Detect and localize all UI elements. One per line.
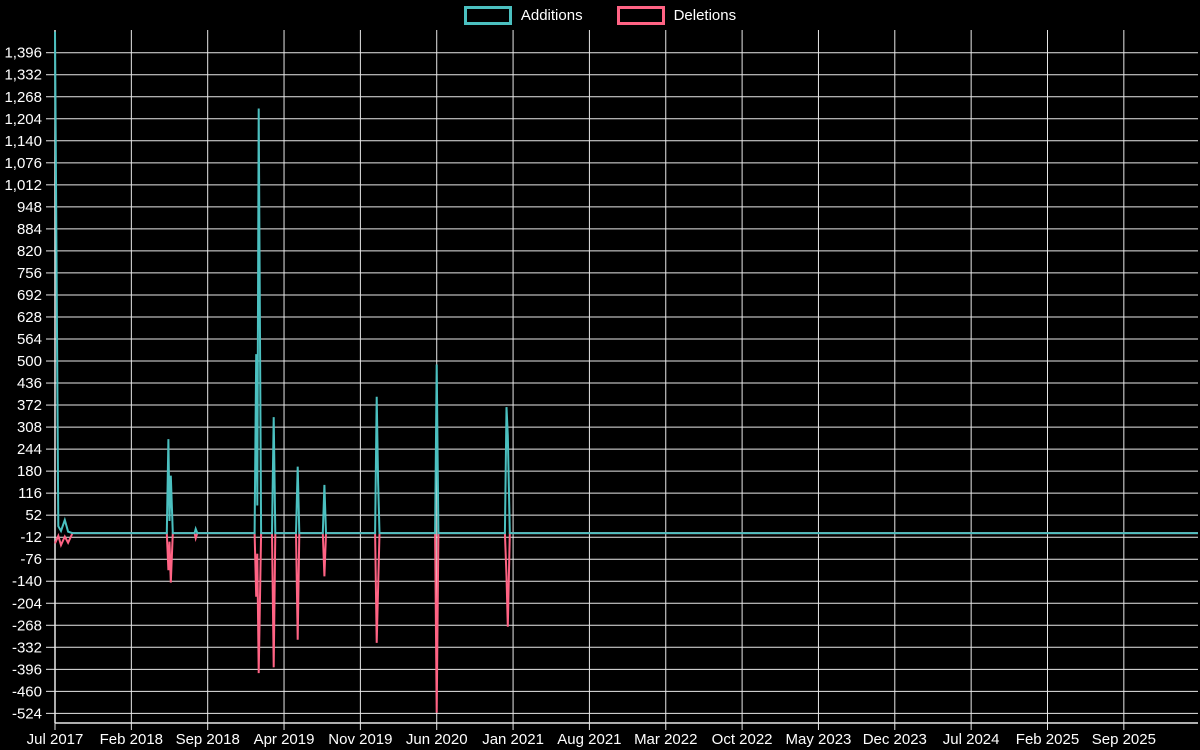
x-tick-label: Mar 2022 [634,731,697,748]
y-tick-label: 756 [17,265,42,282]
x-tick-label: Apr 2019 [254,731,315,748]
y-tick-label: -204 [12,595,42,612]
deletions-line[interactable] [54,532,1198,713]
y-tick-label: 52 [25,507,42,524]
x-tick-label: May 2023 [786,731,852,748]
x-tick-label: Nov 2019 [328,731,392,748]
y-tick-label: -268 [12,617,42,634]
x-tick-label: Oct 2022 [712,731,773,748]
y-tick-label: 116 [18,485,42,502]
y-tick-label: 308 [17,419,42,436]
y-tick-label: -12 [20,529,42,546]
legend-item-deletions[interactable]: Deletions [616,6,737,25]
x-tick-label: Aug 2021 [557,731,621,748]
x-tick-label: Jul 2017 [27,731,84,748]
y-tick-label: 1,332 [4,67,42,84]
x-tick-label: Dec 2023 [863,731,927,748]
y-tick-label: 692 [17,287,42,304]
x-tick-label: Jul 2024 [943,731,1000,748]
x-tick-label: Sep 2018 [176,731,240,748]
additions-swatch-icon [463,6,512,25]
legend-label-deletions: Deletions [673,7,737,24]
y-tick-label: 948 [17,199,42,216]
y-tick-label: 180 [17,463,42,480]
additions-line[interactable] [54,31,1198,535]
y-tick-label: -524 [12,705,42,722]
deletions-swatch-icon [616,6,665,25]
y-tick-label: 628 [17,309,42,326]
y-tick-label: 1,204 [4,111,42,128]
y-tick-label: 884 [17,221,42,238]
y-tick-label: -76 [20,551,42,568]
x-tick-label: Jun 2020 [406,731,468,748]
y-tick-label: 372 [17,397,42,414]
y-tick-label: 500 [17,353,42,370]
chart-legend: Additions Deletions [0,6,1200,25]
x-tick-label: Jan 2021 [482,731,544,748]
y-tick-label: 436 [17,375,42,392]
y-tick-label: 1,396 [4,45,42,62]
y-tick-label: -332 [12,639,42,656]
x-tick-label: Feb 2018 [100,731,163,748]
y-tick-label: 564 [17,331,42,348]
y-tick-label: 1,268 [4,89,42,106]
y-tick-label: 244 [17,441,42,458]
y-tick-label: 820 [17,243,42,260]
legend-item-additions[interactable]: Additions [463,6,583,25]
y-tick-label: 1,012 [4,177,42,194]
x-tick-label: Sep 2025 [1092,731,1156,748]
x-tick-label: Feb 2025 [1016,731,1079,748]
y-tick-label: 1,140 [4,133,42,150]
y-tick-label: 1,076 [4,155,42,172]
y-tick-label: -140 [12,573,42,590]
legend-label-additions: Additions [520,7,583,24]
y-tick-label: -460 [12,683,42,700]
y-tick-label: -396 [12,661,42,678]
